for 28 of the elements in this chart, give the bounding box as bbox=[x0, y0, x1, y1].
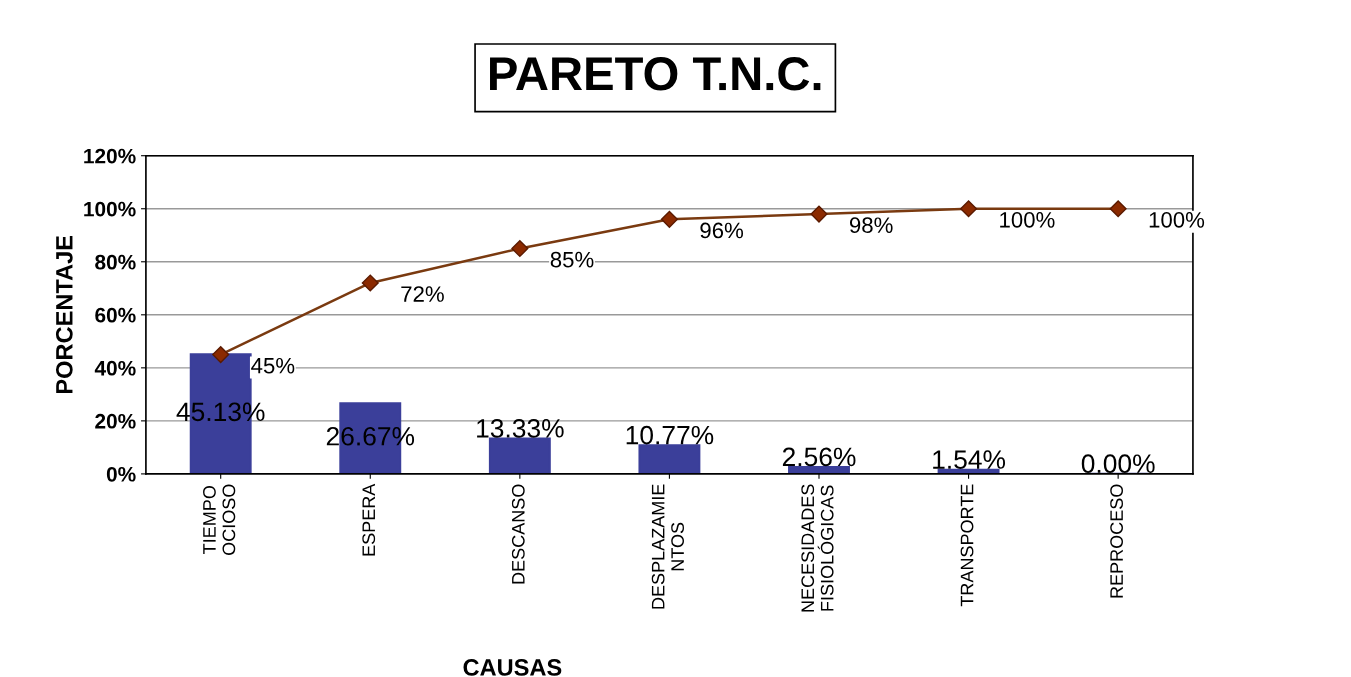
data-label: 100% bbox=[1149, 211, 1205, 228]
x-tick-label: DESPLAZAMIE NTOS bbox=[651, 484, 684, 609]
data-label: 100% bbox=[1000, 211, 1055, 228]
data-label: 45% bbox=[251, 357, 295, 374]
x-tick-label: ESPERA bbox=[362, 483, 376, 556]
data-label: 2.56% bbox=[782, 447, 856, 467]
y-tick-label: 80% bbox=[95, 254, 136, 270]
x-tick-label: DESCANSO bbox=[511, 484, 525, 584]
x-tick-label: NECESIDADES FISIOLÓGICAS bbox=[801, 484, 834, 612]
x-axis-title: CAUSAS bbox=[463, 659, 562, 676]
data-label: 96% bbox=[700, 222, 744, 239]
y-tick-label: 100% bbox=[84, 201, 136, 217]
y-tick-label: 20% bbox=[95, 413, 136, 429]
y-tick-label: 60% bbox=[95, 307, 136, 323]
data-label: 85% bbox=[550, 251, 594, 268]
y-axis-title: PORCENTAJE bbox=[55, 235, 73, 394]
x-tick-label: TRANSPORTE bbox=[960, 484, 974, 607]
data-label: 72% bbox=[401, 286, 444, 302]
data-label: 1.54% bbox=[933, 450, 1006, 469]
data-label: 98% bbox=[849, 217, 893, 234]
x-tick-label: REPROCESO bbox=[1110, 484, 1123, 598]
y-tick-label: 40% bbox=[94, 360, 136, 376]
data-label: 10.77% bbox=[626, 425, 714, 445]
chart-title: PARETO T.N.C. bbox=[490, 57, 821, 91]
y-tick-label: 0% bbox=[106, 466, 136, 482]
x-tick-label: TIEMPO OCIOSO bbox=[203, 484, 236, 555]
y-tick-label: 120% bbox=[84, 148, 136, 164]
data-label: 13.33% bbox=[477, 419, 564, 438]
